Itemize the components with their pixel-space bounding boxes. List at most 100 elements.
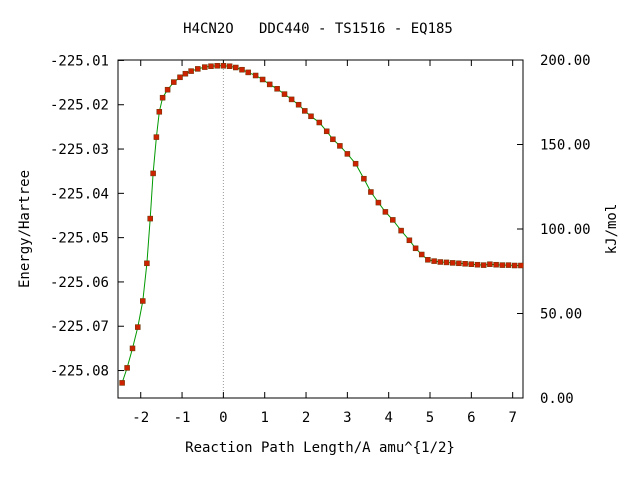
x-tick-label: 4: [384, 410, 392, 426]
data-point: [188, 68, 194, 74]
data-point: [195, 66, 201, 72]
data-point: [302, 108, 308, 114]
data-point: [220, 63, 227, 69]
data-point: [431, 258, 437, 264]
y-axis-ticks: -225.01 -225.02 -225.03 -225.04 -225.05 -225.…: [50, 53, 124, 380]
data-point: [274, 86, 280, 92]
data-point: [308, 113, 314, 120]
x-tick-label: 6: [467, 410, 475, 426]
data-point: [487, 261, 493, 267]
data-point: [164, 86, 171, 93]
data-point: [337, 143, 343, 149]
data-point: [352, 160, 359, 167]
y2-axis-ticks: 0.00 50.00 100.00 150.00 200.00: [517, 53, 591, 407]
data-point: [493, 261, 499, 268]
data-point: [124, 365, 130, 371]
x-tick-label: -1: [174, 410, 191, 426]
data-point: [147, 215, 153, 222]
data-point: [323, 128, 330, 135]
data-point: [239, 66, 245, 73]
data-point: [119, 380, 125, 386]
y-tick-label: -225.06: [50, 275, 109, 291]
data-point: [266, 81, 273, 88]
data-point: [316, 119, 323, 126]
y2-tick-label: 100.00: [540, 222, 591, 238]
data-point: [518, 262, 524, 269]
y2-tick-label: 200.00: [540, 53, 591, 69]
data-point: [462, 261, 468, 267]
data-point: [456, 260, 462, 267]
data-point: [418, 251, 425, 258]
data-point: [499, 262, 506, 268]
x-tick-label: 1: [260, 410, 268, 426]
data-point: [505, 262, 512, 268]
chart-title: H4CN2O DDC440 - TS1516 - EQ185: [183, 21, 453, 37]
data-point: [171, 79, 177, 85]
data-point: [480, 262, 487, 268]
data-point: [129, 345, 136, 352]
data-point-layer: [119, 63, 524, 386]
x-tick-label: 2: [302, 410, 310, 426]
data-point: [150, 170, 156, 177]
data-point: [252, 72, 259, 79]
data-point: [443, 259, 450, 266]
data-point: [159, 94, 166, 101]
data-point: [208, 63, 214, 69]
data-point: [281, 91, 288, 97]
data-point: [368, 189, 374, 195]
data-point: [390, 217, 396, 223]
plot-frame: [117, 59, 524, 399]
data-point: [511, 262, 518, 269]
data-point: [449, 260, 456, 266]
y-tick-label: -225.07: [50, 319, 109, 335]
data-point: [344, 151, 351, 157]
x-axis-label: Reaction Path Length/A amu^{1/2}: [185, 440, 455, 456]
data-point: [295, 101, 302, 108]
data-point: [398, 227, 404, 234]
data-point: [382, 209, 389, 215]
y-tick-label: -225.02: [50, 98, 109, 114]
data-point: [330, 136, 336, 143]
data-point: [156, 109, 163, 115]
data-point: [153, 134, 160, 140]
data-point: [468, 261, 475, 267]
y2-axis-label: kJ/mol: [604, 204, 620, 255]
x-tick-label: -2: [132, 410, 149, 426]
data-point: [214, 63, 220, 69]
y-tick-label: -225.08: [50, 364, 109, 380]
data-point: [245, 69, 251, 76]
y-tick-label: -225.04: [50, 186, 109, 202]
series-layer: [121, 65, 521, 384]
data-point: [182, 70, 189, 77]
x-tick-label: 3: [343, 410, 351, 426]
y2-tick-label: 50.00: [540, 307, 582, 323]
data-point: [140, 298, 146, 304]
data-point: [375, 199, 382, 206]
x-axis-ticks: -2 -1 0 1 2 3 4 5 6 7: [132, 60, 517, 426]
y-tick-label: -225.05: [50, 231, 109, 247]
y2-tick-label: 0.00: [540, 391, 574, 407]
x-tick-label: 0: [219, 410, 227, 426]
x-tick-label: 5: [426, 410, 434, 426]
data-point: [288, 96, 295, 103]
data-point: [412, 245, 419, 252]
data-point: [226, 63, 233, 69]
data-point: [144, 260, 150, 267]
y-tick-label: -225.03: [50, 142, 109, 158]
data-point: [233, 64, 239, 71]
data-point: [259, 76, 266, 83]
y2-tick-label: 150.00: [540, 138, 591, 154]
data-point: [361, 175, 367, 182]
data-point: [406, 237, 413, 244]
data-point: [177, 74, 183, 81]
data-point: [135, 324, 141, 330]
data-point: [425, 257, 431, 263]
y-axis-label: Energy/Hartree: [17, 170, 33, 288]
data-point: [202, 64, 208, 70]
x-tick-label: 7: [508, 410, 516, 426]
data-point: [437, 259, 444, 265]
energy-profile-line: [121, 65, 521, 384]
data-point: [474, 261, 481, 268]
y-tick-label: -225.01: [50, 53, 109, 69]
